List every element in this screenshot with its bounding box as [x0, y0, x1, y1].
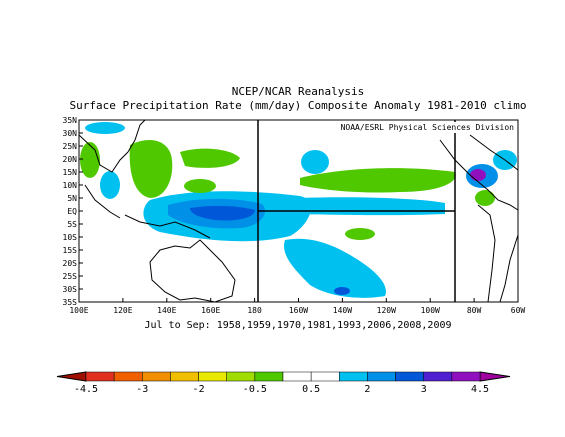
credit-box [357, 122, 517, 133]
colorbar-cell [254, 371, 284, 382]
colorbar-label: -3 [136, 384, 148, 395]
lat-tick-label: 15S [63, 246, 78, 255]
lon-tick-label: 60W [511, 306, 526, 315]
title: NCEP/NCAR Reanalysis [232, 85, 364, 98]
lon-tick-label: 140E [157, 306, 176, 315]
colorbar-cell [170, 371, 199, 382]
grid [257, 120, 456, 302]
lat-tick-label: 5N [67, 194, 77, 203]
colorbar-cell [113, 371, 143, 382]
lat-tick-label: 20N [63, 155, 78, 164]
lat-tick-label: 10N [63, 181, 78, 190]
lat-tick-label: 10S [63, 233, 78, 242]
lon-tick-label: 160W [289, 306, 308, 315]
lon-tick-label: 140W [333, 306, 352, 315]
lat-tick-label: 5S [67, 220, 77, 229]
colorbar-label: 4.5 [471, 384, 489, 395]
colorbar-cell [451, 371, 481, 382]
colorbar-cell [282, 371, 312, 382]
lat-tick-label: 25N [63, 142, 78, 151]
caption: Jul to Sep: 1958,1959,1970,1981,1993,200… [144, 320, 451, 331]
lat-tick-label: 30S [63, 285, 78, 294]
colorbar-cell [142, 371, 171, 382]
subtitle: Surface Precipitation Rate (mm/day) Comp… [70, 99, 527, 112]
colorbar-cell [423, 371, 453, 382]
lat-tick-label: 20S [63, 259, 78, 268]
anomaly-field [80, 122, 517, 298]
lat-tick-label: 30N [63, 129, 78, 138]
lat-tick-label: EQ [67, 207, 77, 216]
colorbar-cell [339, 371, 368, 382]
colorbar-label: 0.5 [302, 384, 320, 395]
credit: NOAA/ESRL Physical Sciences Division [341, 123, 515, 132]
colorbar-label: -2 [193, 384, 205, 395]
lon-tick-label: 120W [377, 306, 396, 315]
lat-tick-label: 15N [63, 168, 78, 177]
lon-tick-label: 100E [69, 306, 88, 315]
colorbar-low [56, 371, 87, 382]
colorbar-cell [367, 371, 396, 382]
colorbar-cell [226, 371, 256, 382]
colorbar-label: 2 [364, 384, 370, 395]
colorbar-label: -0.5 [243, 384, 267, 395]
lat-tick-label: 35S [63, 298, 78, 307]
coastlines [78, 119, 519, 303]
lon-tick-label: 80W [467, 306, 482, 315]
colorbar-cell [395, 371, 424, 382]
lon-tick-label: 180 [247, 306, 262, 315]
colorbar-label: 3 [421, 384, 427, 395]
lat-tick-label: 25S [63, 272, 78, 281]
colorbar-high [479, 371, 511, 382]
colorbar-cell [310, 371, 340, 382]
colorbar-cell [198, 371, 227, 382]
lon-tick-label: 100W [421, 306, 440, 315]
lat-tick-label: 35N [63, 116, 78, 125]
colorbar-label: -4.5 [74, 384, 98, 395]
lon-tick-label: 160E [201, 306, 220, 315]
colorbar-cell [85, 371, 115, 382]
lon-tick-label: 120E [113, 306, 132, 315]
